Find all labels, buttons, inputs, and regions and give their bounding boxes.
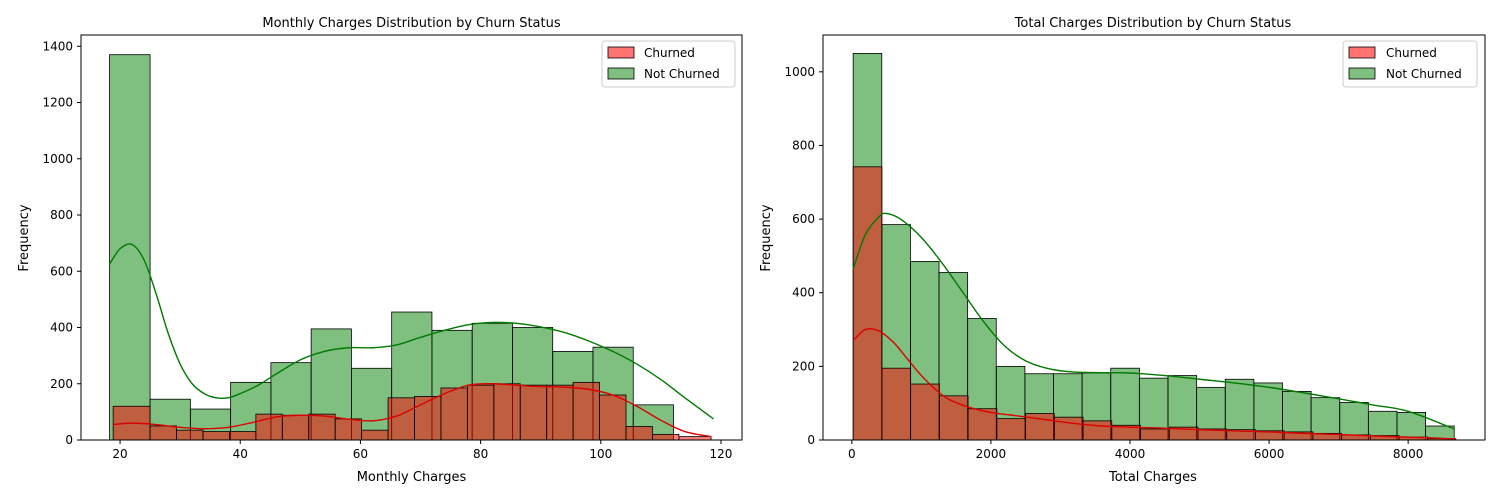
x-tick-label: 8000	[1393, 447, 1424, 461]
y-tick-label: 200	[50, 377, 73, 391]
bar-churned	[149, 425, 177, 441]
bar-not-churned	[1310, 397, 1341, 441]
bar-churned	[1082, 420, 1113, 441]
y-tick-label: 0	[65, 433, 73, 447]
bar-churned	[546, 384, 574, 441]
plot-area: 0 2000 4000 6000 8000 0 200 400 600 800 1000	[784, 34, 1486, 461]
bar-churned	[334, 418, 363, 441]
bar-churned	[176, 429, 204, 441]
x-axis-label: Monthly Charges	[357, 470, 467, 485]
bar-churned	[678, 436, 712, 441]
y-tick-label: 0	[807, 433, 815, 447]
chart-title: Total Charges Distribution by Churn Stat…	[1014, 16, 1292, 31]
legend-label-not-churned: Not Churned	[644, 67, 720, 81]
x-tick-label: 100	[589, 447, 612, 461]
bar-churned	[599, 394, 627, 441]
x-tick-label: 4000	[1115, 447, 1146, 461]
legend-label-churned: Churned	[644, 46, 695, 60]
bar-churned	[652, 433, 680, 441]
bar-churned	[1053, 416, 1084, 441]
bar-churned	[852, 166, 883, 441]
legend: Churned Not Churned	[1342, 40, 1478, 88]
bar-churned	[625, 426, 653, 441]
x-axis-label: Total Charges	[1108, 470, 1197, 485]
bar-churned	[466, 384, 495, 441]
legend-label-churned: Churned	[1386, 46, 1437, 60]
monthly-charges-chart: Monthly Charges Distribution by Churn St…	[17, 16, 743, 485]
bar-churned	[361, 429, 389, 441]
legend-label-not-churned: Not Churned	[1386, 67, 1462, 81]
y-axis-label: Frequency	[17, 204, 32, 271]
legend-swatch-not-churned	[1348, 67, 1376, 80]
kde-line-not-churned	[852, 212, 1455, 430]
bar-churned	[996, 418, 1026, 441]
axes-frame	[80, 34, 743, 441]
x-tick-label: 2000	[976, 447, 1007, 461]
x-tick-label: 20	[112, 447, 127, 461]
bar-churned	[440, 387, 468, 441]
bar-churned	[519, 384, 548, 441]
y-tick-label: 200	[792, 359, 815, 373]
bar-churned	[387, 397, 415, 441]
x-tick-label: 80	[473, 447, 488, 461]
bar-churned	[1140, 428, 1170, 441]
bar-not-churned	[1339, 402, 1369, 441]
legend-frame	[1342, 40, 1478, 88]
legend-swatch-churned	[607, 46, 635, 59]
legend-swatch-not-churned	[607, 67, 635, 80]
bar-churned	[202, 431, 230, 441]
kde-line-churned	[113, 383, 712, 438]
x-tick-label: 60	[353, 447, 368, 461]
bar-churned	[938, 395, 969, 441]
y-tick-label: 400	[792, 286, 815, 300]
y-tick-label: 600	[50, 264, 73, 278]
bar-churned	[281, 414, 310, 441]
legend-frame	[601, 40, 736, 88]
chart-title: Monthly Charges Distribution by Churn St…	[262, 16, 560, 31]
y-tick-label: 800	[792, 138, 815, 152]
bar-not-churned	[109, 54, 151, 441]
total-charges-chart: Total Charges Distribution by Churn Stat…	[759, 16, 1486, 485]
legend: Churned Not Churned	[601, 40, 736, 88]
kde-line-not-churned	[108, 243, 714, 420]
y-tick-label: 1000	[42, 152, 73, 166]
y-tick-label: 1200	[42, 96, 73, 110]
bar-churned	[414, 396, 442, 441]
bar-churned	[910, 383, 940, 441]
x-tick-label: 120	[710, 447, 733, 461]
y-axis-label: Frequency	[759, 204, 774, 271]
axes-frame	[822, 34, 1486, 441]
legend-swatch-churned	[1348, 46, 1376, 59]
y-tick-label: 600	[792, 212, 815, 226]
bar-churned	[308, 413, 336, 441]
x-tick-label: 0	[848, 447, 856, 461]
x-tick-label: 6000	[1254, 447, 1285, 461]
y-tick-label: 1000	[784, 65, 815, 79]
y-tick-label: 800	[50, 208, 73, 222]
bar-churned	[493, 383, 521, 441]
y-tick-label: 1400	[42, 39, 73, 53]
bar-churned	[229, 431, 257, 441]
bar-churned	[967, 408, 998, 441]
y-tick-label: 400	[50, 321, 73, 335]
x-tick-label: 40	[233, 447, 248, 461]
bar-churned	[881, 367, 912, 441]
kde-line-churned	[852, 328, 1456, 440]
